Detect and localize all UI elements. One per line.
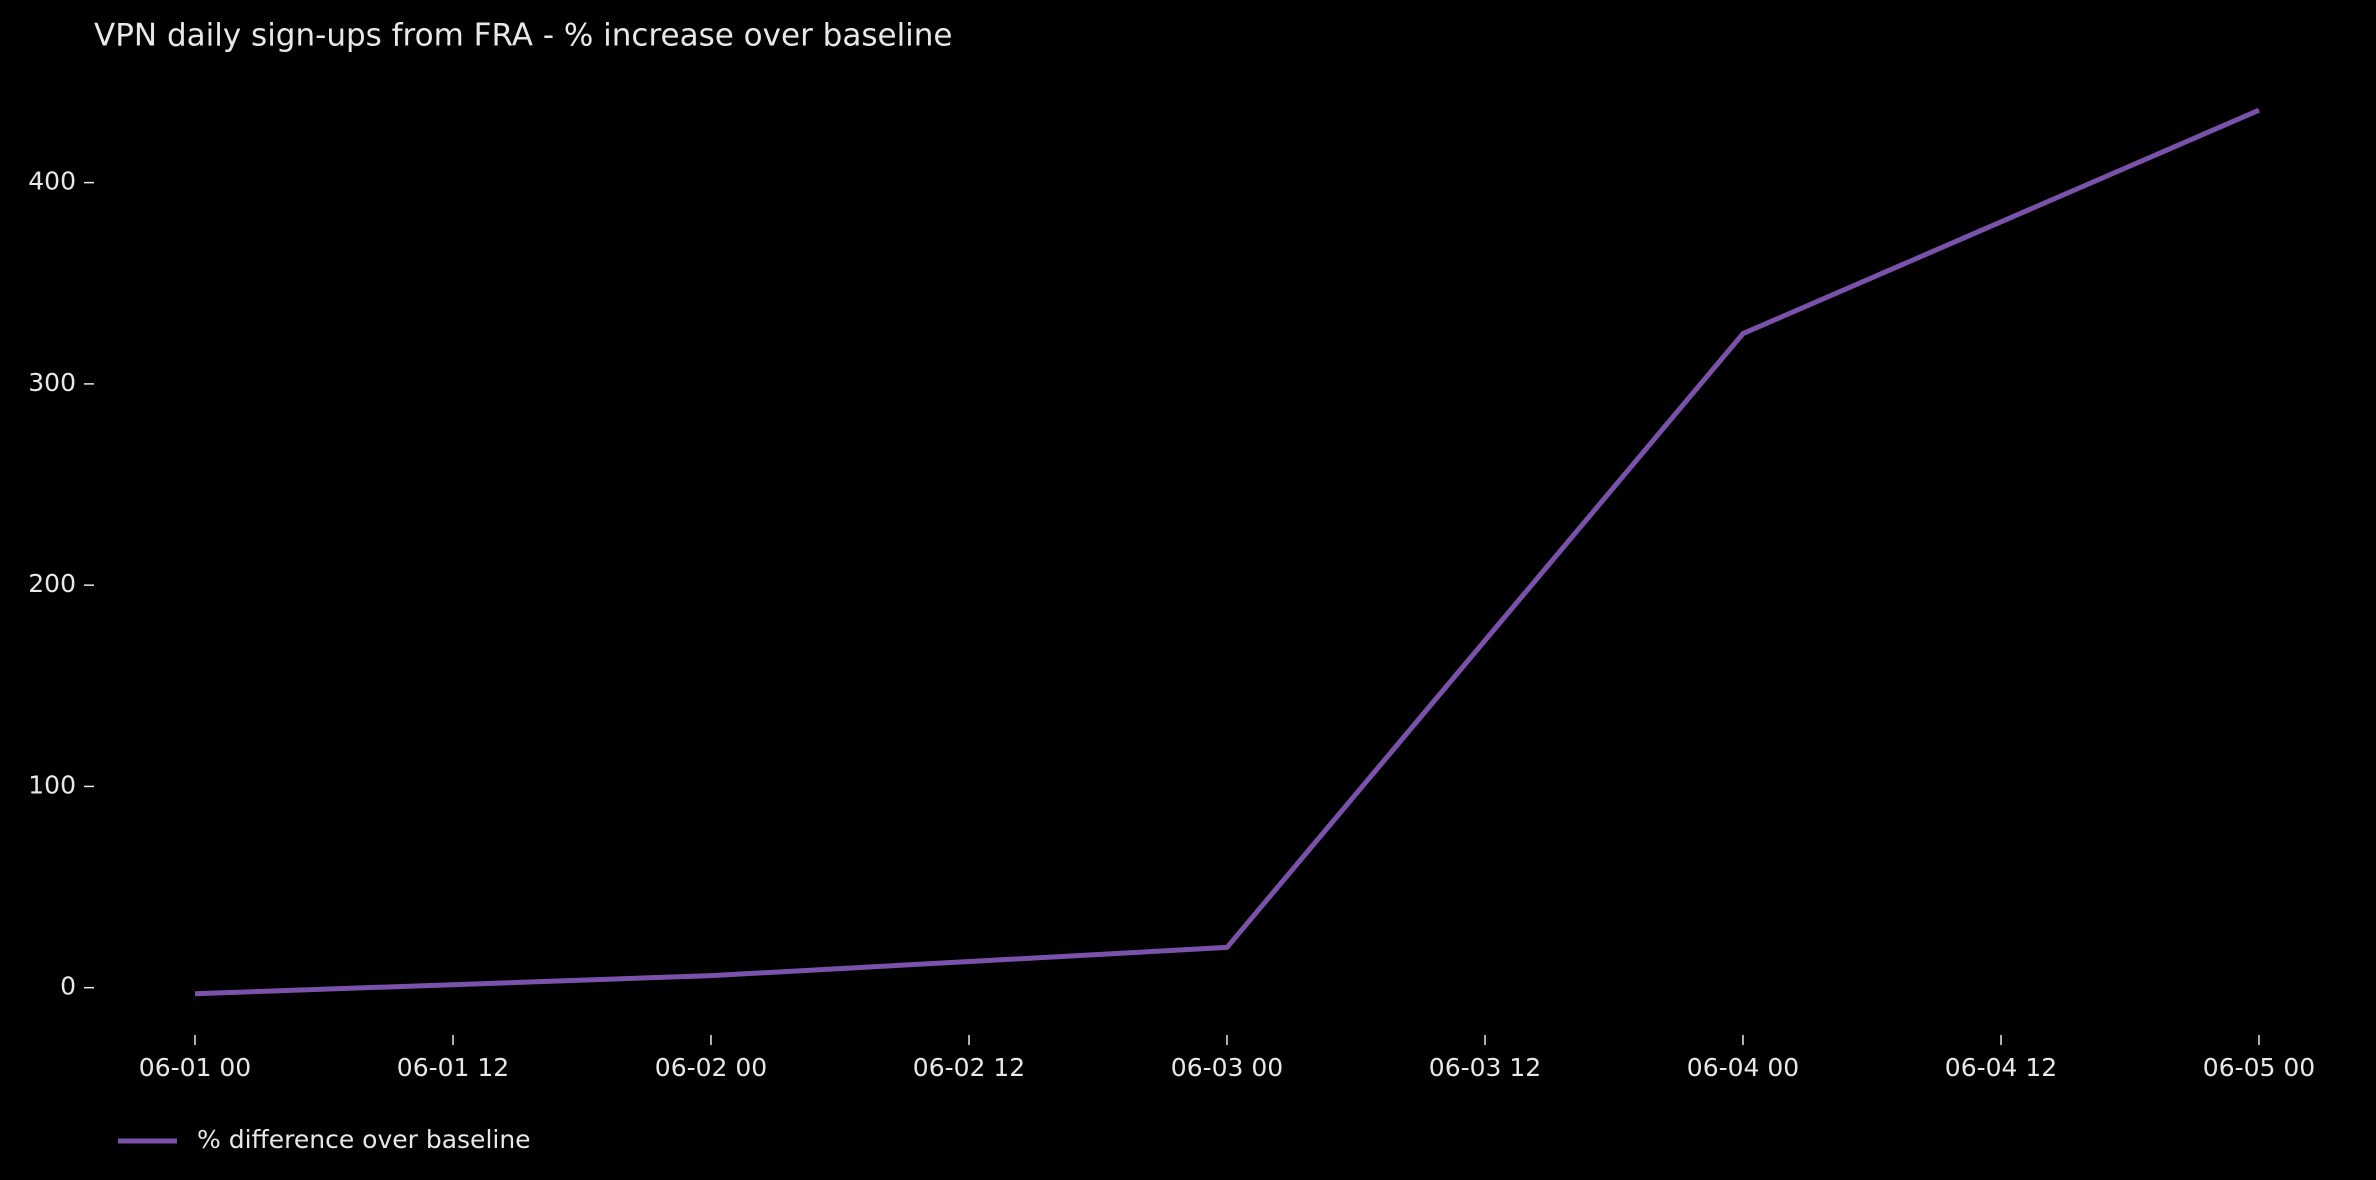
y-tick-label: 400	[28, 167, 76, 196]
y-tick-label: 300	[28, 368, 76, 397]
x-tick-label: 06-03 00	[1171, 1053, 1283, 1082]
x-tick-label: 06-01 12	[397, 1053, 509, 1082]
x-tick-label: 06-03 12	[1429, 1053, 1541, 1082]
y-tick-label: 0	[60, 972, 76, 1001]
y-tick-label: 100	[28, 770, 76, 799]
legend-label: % difference over baseline	[197, 1125, 531, 1154]
x-tick-label: 06-02 12	[913, 1053, 1025, 1082]
x-tick-label: 06-01 00	[139, 1053, 251, 1082]
y-tick-label: 200	[28, 569, 76, 598]
x-tick-label: 06-05 00	[2203, 1053, 2315, 1082]
x-tick-label: 06-02 00	[655, 1053, 767, 1082]
x-tick-label: 06-04 12	[1945, 1053, 2057, 1082]
x-tick-label: 06-04 00	[1687, 1053, 1799, 1082]
line	[194, 107, 2260, 997]
chart-title: VPN daily sign-ups from FRA - % increase…	[94, 18, 953, 54]
